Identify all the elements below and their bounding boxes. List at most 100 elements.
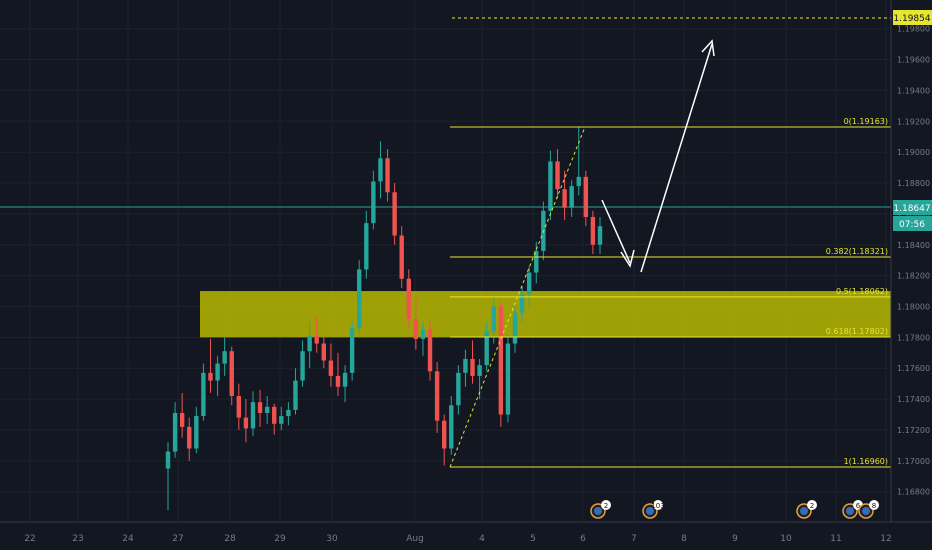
candle [569,179,574,217]
candle [399,226,404,288]
candle [548,150,553,221]
event-count: 103 [651,502,664,510]
candle [512,303,518,353]
candle [300,340,305,387]
candle [576,127,581,196]
x-tick-label: 6 [580,534,586,544]
candle [229,346,234,406]
candle [406,269,411,329]
x-tick-label: 4 [479,534,485,544]
x-tick-label: 27 [172,534,183,544]
economic-event-marker[interactable]: 2 [590,500,611,519]
candle [385,149,390,202]
arrow-head-down-icon [620,249,635,268]
x-tick-label: 12 [880,534,891,544]
candle [172,402,178,458]
time-axis[interactable]: 22 23 24 27 28 29 30 Aug 4 5 6 7 8 9 10 11 12 [24,534,891,544]
candle [420,321,426,356]
event-count: 2 [810,502,814,510]
y-tick-label: 1.17600 [897,364,930,373]
candle [519,286,525,322]
candle [357,260,362,335]
candle [286,402,291,426]
candle [562,170,567,221]
fib-level-label: 0.618(1.17802) [826,327,888,336]
arrow-head-up-icon [701,39,715,57]
candle [208,338,213,393]
y-tick-label: 1.18200 [897,272,930,281]
y-tick-label: 1.18400 [897,241,930,250]
candle [590,210,596,255]
candle [279,406,284,430]
candle [449,396,454,455]
support-zone[interactable] [200,291,891,338]
y-tick-label: 1.19600 [897,56,930,65]
candle [441,414,447,466]
candle [597,216,603,255]
candle [491,297,496,344]
candle [236,383,242,430]
y-tick-label: 1.17000 [897,457,930,466]
projection-arrow-down[interactable] [601,199,631,264]
event-count: 2 [604,502,608,510]
y-tick-label: 1.17200 [897,426,930,435]
y-tick-label: 1.18000 [897,302,930,311]
candle [194,406,199,454]
x-tick-label: 22 [24,534,35,544]
candle [187,417,192,461]
economic-event-marker[interactable]: 8 [858,500,879,519]
x-tick-label: 23 [72,534,83,544]
candle [201,363,206,421]
candle [314,317,319,353]
fib-level-label: 0.382(1.18321) [826,247,888,256]
x-tick-label: 11 [830,534,841,544]
fib-level-label: 0(1.19163) [844,117,888,126]
x-tick-label: 10 [780,534,792,544]
candle [498,301,504,427]
candle [165,442,171,511]
candle [328,343,334,387]
current-price-tag [893,200,932,215]
candle [222,337,227,376]
current-price-label: 1.18647 [893,204,930,214]
candle [456,365,461,415]
candle [335,352,341,397]
candle [470,340,475,384]
candle [371,170,376,230]
projection-arrow-up[interactable] [640,43,713,273]
candle [583,170,589,227]
x-tick-label: 29 [274,534,286,544]
y-tick-label: 1.18800 [897,179,930,188]
event-markers[interactable]: 2 103 2 6 8 [590,500,879,519]
candles [165,127,603,511]
economic-event-marker[interactable]: 2 [796,500,817,519]
candle [505,334,511,423]
target-price-tag [893,10,932,25]
x-tick-label: 7 [631,534,637,544]
candle [463,349,468,387]
y-tick-label: 1.19000 [897,148,930,157]
economic-event-marker[interactable]: 103 [642,500,665,519]
candle [378,141,383,199]
candle [257,389,263,427]
y-tick-label: 1.19400 [897,86,930,95]
candle [555,149,560,199]
candle [321,334,327,369]
candle [272,403,277,435]
y-tick-label: 1.16800 [897,488,930,497]
candle [307,321,312,369]
y-tick-label: 1.19800 [897,25,930,34]
countdown-tag [893,216,932,231]
x-tick-label: 30 [326,534,338,544]
candle [349,321,355,381]
event-count: 8 [872,502,876,510]
x-tick-label: 5 [530,534,536,544]
candle [364,210,369,279]
fib-trend-line[interactable] [449,126,586,468]
fib-level-label: 1(1.16960) [844,457,888,466]
fib-retracement[interactable]: 0(1.19163) 0.382(1.18321) 0.5(1.18062) 0.61… [450,117,891,468]
event-count: 6 [856,502,861,510]
